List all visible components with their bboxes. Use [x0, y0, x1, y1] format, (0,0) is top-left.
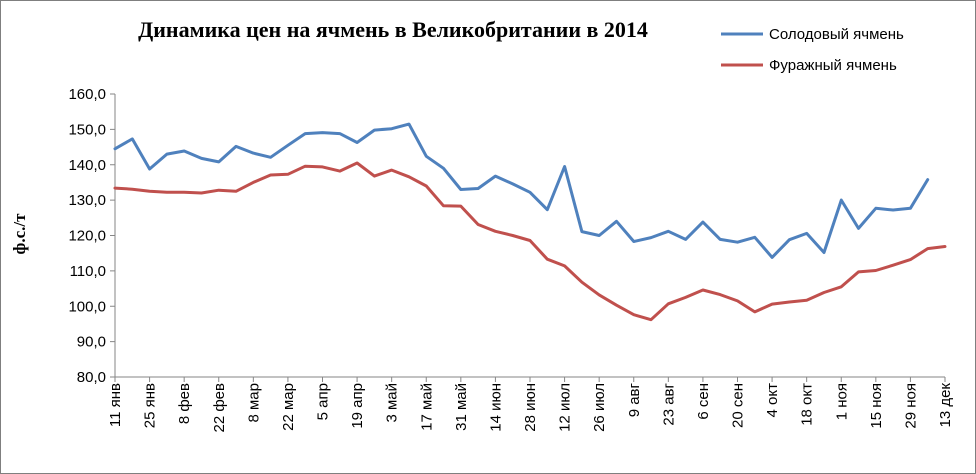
x-tick-label: 22 фев: [211, 383, 228, 433]
x-axis: 11 янв 25 янв 8 фев 22 фев 8 мар 22 мар 5 апр 1…: [107, 377, 954, 433]
x-tick-label: 26 июл: [591, 383, 608, 432]
x-tick-label: 11 янв: [107, 383, 124, 427]
y-tick-label: 120,0: [68, 228, 106, 245]
x-tick-label: 31 май: [453, 383, 470, 431]
legend-label-malting: Солодовый ячмень: [769, 26, 904, 43]
x-tick-label: 28 июн: [522, 383, 539, 432]
x-tick-label: 15 ноя: [868, 383, 885, 429]
x-tick-label: 23 авг: [660, 382, 677, 425]
y-axis: 80,0 90,0 100,0 110,0 120,0 130,0 140,0 150,0 16…: [68, 86, 115, 386]
x-tick-label: 20 сен: [730, 383, 747, 428]
x-tick-label: 8 фев: [176, 383, 193, 424]
y-tick-label: 100,0: [68, 298, 106, 315]
x-tick-label: 22 мар: [280, 383, 297, 431]
legend-label-feed: Фуражный ячмень: [769, 57, 897, 74]
x-tick-label: 18 окт: [799, 383, 816, 426]
x-tick-label: 6 сен: [695, 383, 712, 420]
series-line-malting-barley: [113, 122, 930, 259]
series-line-feed-barley: [113, 161, 947, 322]
x-tick-label: 14 июн: [487, 383, 504, 432]
y-tick-label: 150,0: [68, 121, 106, 138]
x-tick-label: 3 май: [384, 383, 401, 423]
x-tick-label: 25 янв: [142, 383, 159, 428]
x-tick-label: 4 окт: [764, 383, 781, 418]
y-tick-label: 140,0: [68, 157, 106, 174]
axes: [114, 94, 945, 378]
x-tick-label: 8 мар: [245, 383, 262, 423]
y-tick-label: 130,0: [68, 192, 106, 209]
x-tick-label: 5 апр: [315, 383, 332, 420]
y-tick-label: 90,0: [77, 334, 106, 351]
legend: Солодовый ячмень Фуражный ячмень: [721, 26, 904, 74]
y-tick-label: 160,0: [68, 86, 106, 103]
y-tick-label: 110,0: [70, 263, 106, 280]
series-lines: [113, 122, 947, 322]
x-tick-label: 13 дек: [937, 383, 954, 428]
x-tick-label: 9 авг: [626, 382, 643, 417]
x-tick-label: 17 май: [418, 383, 435, 431]
x-tick-label: 12 июл: [557, 383, 574, 432]
x-tick-label: 19 апр: [349, 383, 366, 429]
chart-title: Динамика цен на ячмень в Великобритании …: [138, 17, 648, 42]
x-tick-label: 29 ноя: [902, 383, 919, 429]
y-tick-label: 80,0: [77, 369, 106, 386]
x-tick-label: 1 ноя: [833, 383, 850, 420]
y-axis-label: ф.с./т: [10, 213, 29, 255]
